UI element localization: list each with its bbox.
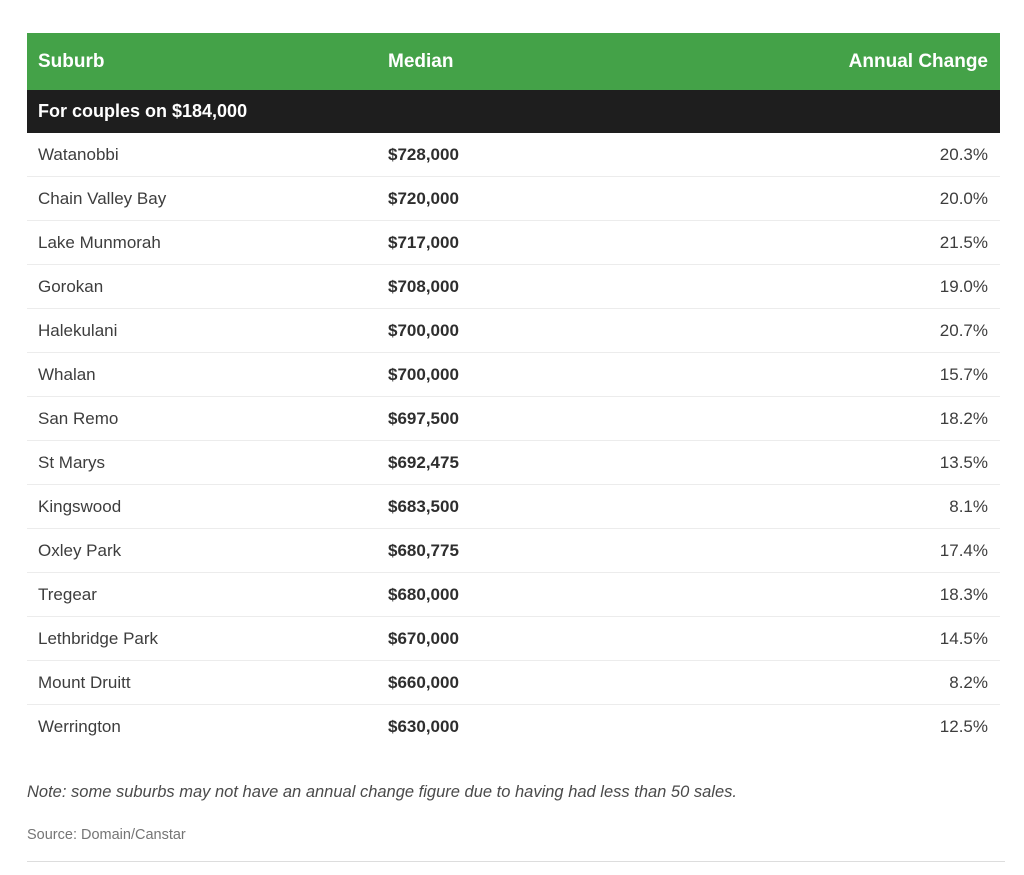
bottom-divider [27, 861, 1005, 862]
table-row: Halekulani $700,000 20.7% [27, 309, 1000, 353]
median-cell: $680,775 [388, 540, 459, 560]
median-cell: $683,500 [388, 496, 459, 516]
table-row: Mount Druitt $660,000 8.2% [27, 661, 1000, 705]
change-cell: 20.0% [939, 188, 988, 208]
median-cell: $700,000 [388, 364, 459, 384]
change-cell: 8.2% [949, 672, 988, 692]
change-cell: 8.1% [949, 496, 988, 516]
suburb-cell: Werrington [38, 717, 121, 736]
table-row: Watanobbi $728,000 20.3% [27, 133, 1000, 177]
suburb-cell: Oxley Park [38, 540, 122, 560]
table-row: Chain Valley Bay $720,000 20.0% [27, 177, 1000, 221]
suburb-cell: Chain Valley Bay [38, 188, 167, 208]
column-header-suburb: Suburb [38, 50, 105, 72]
source-attribution: Source: Domain/Canstar [27, 827, 186, 843]
suburb-cell: Whalan [38, 364, 96, 384]
table-row: Lethbridge Park $670,000 14.5% [27, 617, 1000, 661]
median-cell: $728,000 [388, 144, 459, 164]
table-header-row: Suburb Median Annual Change [27, 33, 1000, 90]
change-cell: 18.3% [939, 584, 988, 604]
change-cell: 18.2% [939, 408, 988, 428]
suburb-cell: San Remo [38, 408, 119, 428]
change-cell: 15.7% [939, 364, 988, 384]
change-cell: 14.5% [939, 628, 988, 648]
median-cell: $670,000 [388, 628, 459, 648]
suburb-cell: Lethbridge Park [38, 628, 159, 648]
suburb-cell: Mount Druitt [38, 672, 131, 692]
table-row: Kingswood $683,500 8.1% [27, 485, 1000, 529]
table-row: Whalan $700,000 15.7% [27, 353, 1000, 397]
footnote: Note: some suburbs may not have an annua… [27, 783, 737, 801]
change-cell: 20.7% [939, 320, 988, 340]
column-header-annual-change: Annual Change [848, 50, 988, 72]
suburbs-table: Suburb Median Annual Change For couples … [27, 33, 1000, 749]
section-label: For couples on $184,000 [38, 101, 248, 121]
median-cell: $680,000 [388, 584, 459, 604]
suburb-cell: Lake Munmorah [38, 232, 161, 252]
table-row: St Marys $692,475 13.5% [27, 441, 1000, 485]
change-cell: 21.5% [939, 232, 988, 252]
column-header-median: Median [388, 50, 454, 72]
change-cell: 12.5% [939, 717, 988, 736]
median-cell: $697,500 [388, 408, 459, 428]
suburb-cell: Watanobbi [38, 144, 119, 164]
change-cell: 17.4% [939, 540, 988, 560]
median-cell: $630,000 [388, 717, 459, 736]
change-cell: 20.3% [939, 144, 988, 164]
change-cell: 19.0% [939, 276, 988, 296]
median-cell: $717,000 [388, 232, 459, 252]
table-row: San Remo $697,500 18.2% [27, 397, 1000, 441]
median-cell: $720,000 [388, 188, 459, 208]
suburb-cell: St Marys [38, 452, 106, 472]
median-cell: $660,000 [388, 672, 459, 692]
change-cell: 13.5% [939, 452, 988, 472]
table-row: Oxley Park $680,775 17.4% [27, 529, 1000, 573]
table-row: Werrington $630,000 12.5% [27, 705, 1000, 749]
suburb-cell: Halekulani [38, 320, 118, 340]
table-section-bar: For couples on $184,000 [27, 90, 1000, 133]
median-cell: $700,000 [388, 320, 459, 340]
median-cell: $692,475 [388, 452, 459, 472]
table-row: Gorokan $708,000 19.0% [27, 265, 1000, 309]
suburb-cell: Tregear [38, 584, 97, 604]
table-body: Watanobbi $728,000 20.3% Chain Valley Ba… [27, 133, 1000, 749]
table-row: Tregear $680,000 18.3% [27, 573, 1000, 617]
median-cell: $708,000 [388, 276, 459, 296]
table-row: Lake Munmorah $717,000 21.5% [27, 221, 1000, 265]
suburb-cell: Gorokan [38, 276, 104, 296]
suburb-cell: Kingswood [38, 496, 122, 516]
